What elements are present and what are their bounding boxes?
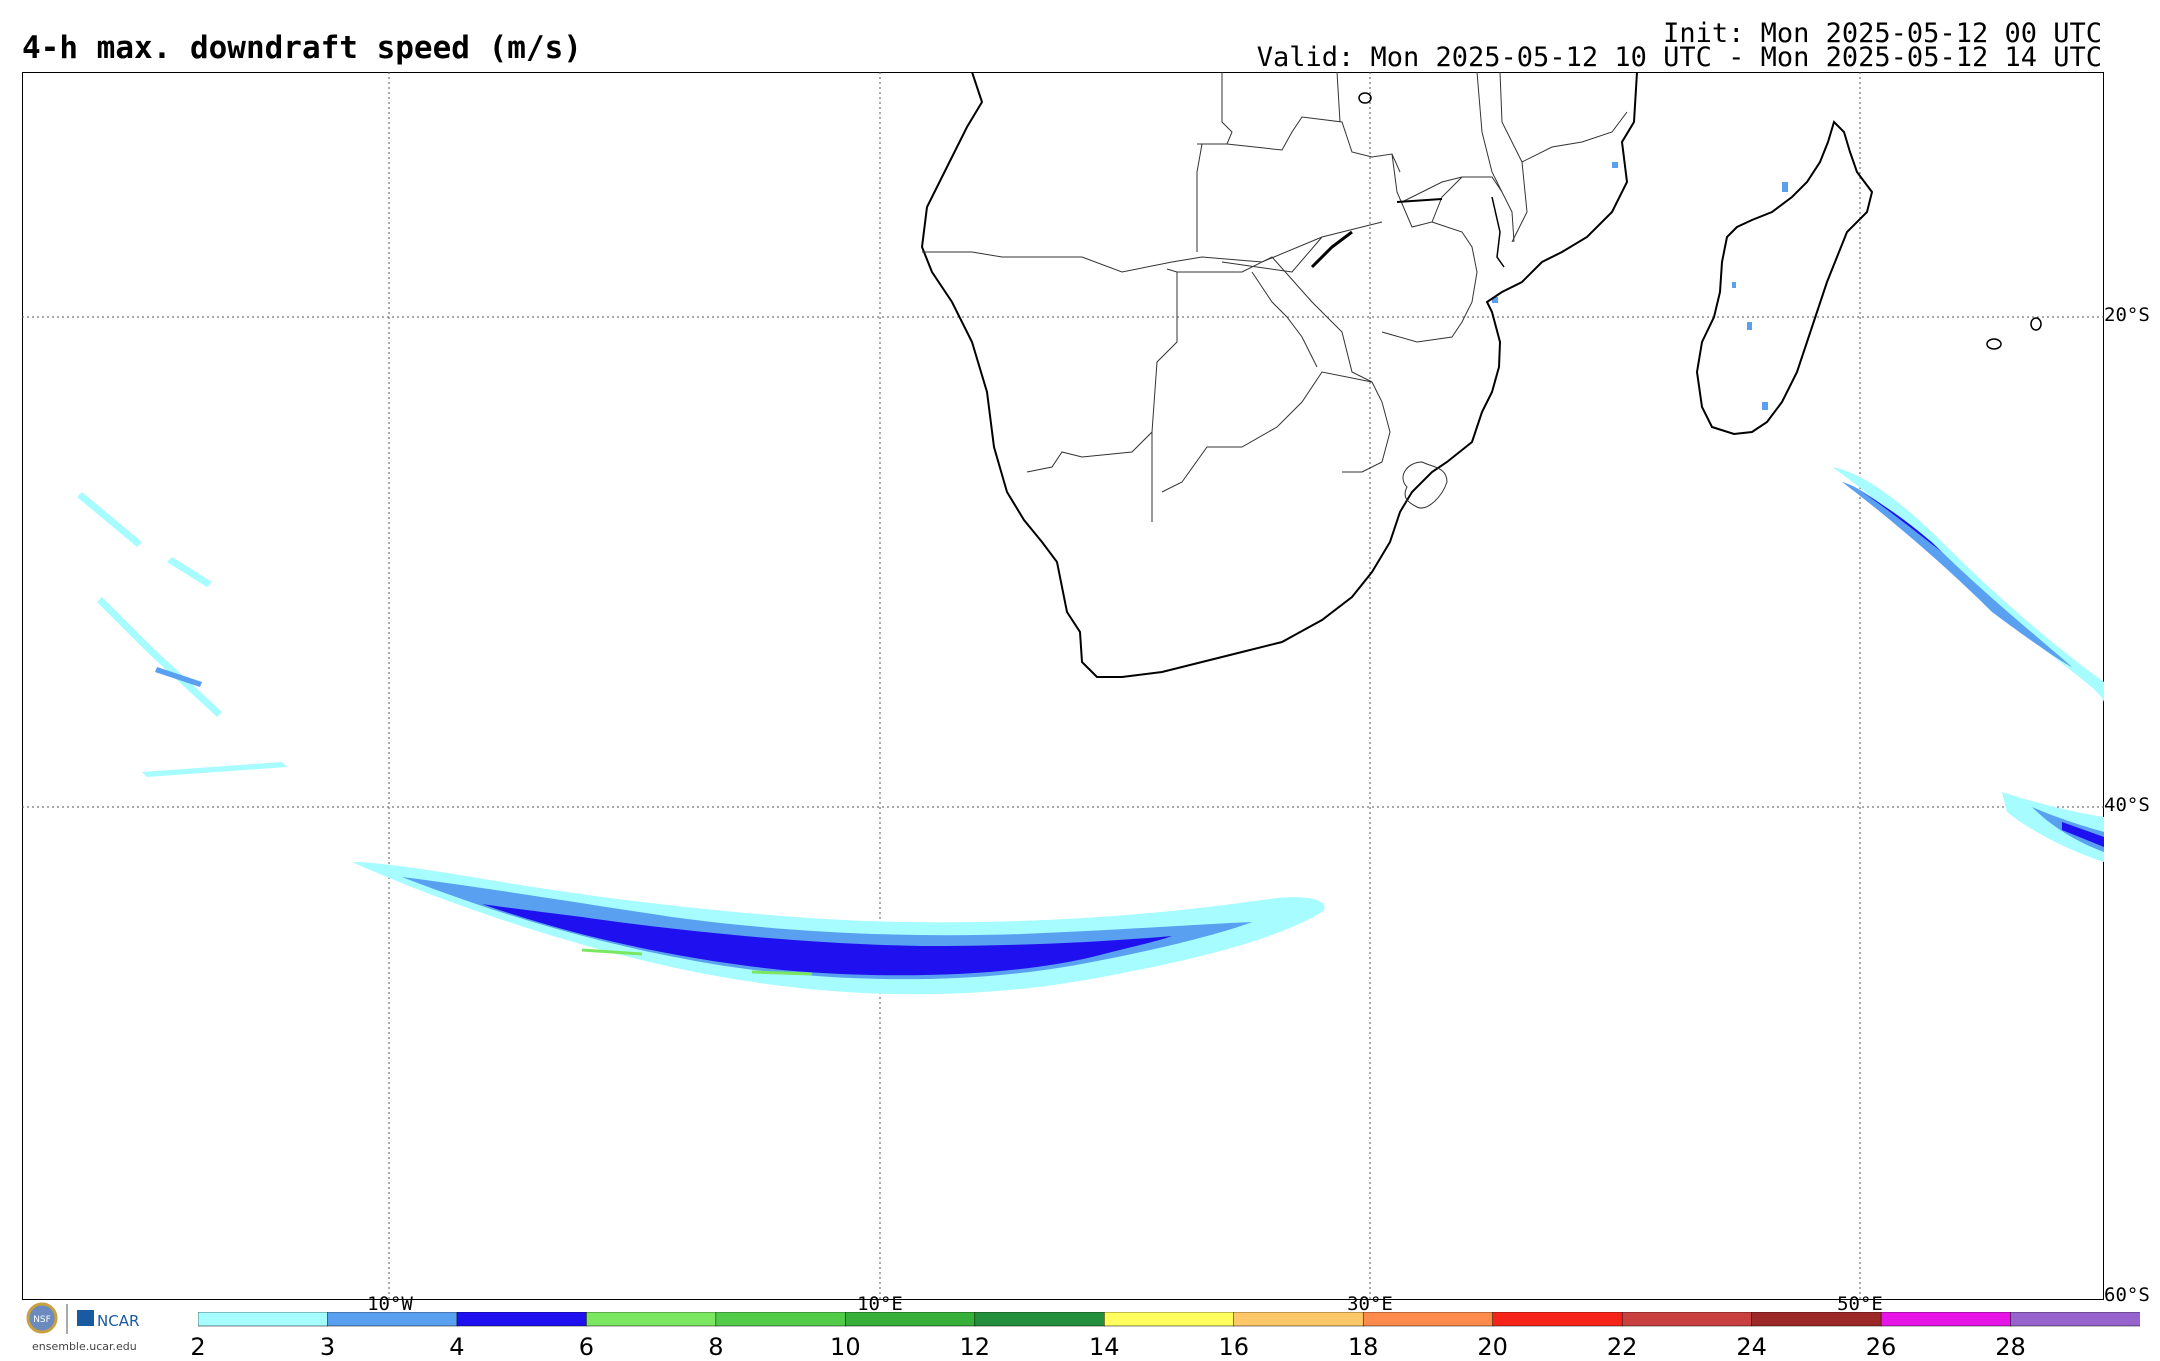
colorbar-swatch-9 xyxy=(1362,1312,1494,1327)
ncar-mark-icon xyxy=(77,1310,94,1326)
downdraft-band-south xyxy=(352,862,1325,995)
colorbar-tick-8: 8 xyxy=(708,1333,724,1361)
nsf-ncar-logo: NSF NCAR xyxy=(26,1302,139,1334)
colorbar-tick-24: 24 xyxy=(1736,1333,1767,1361)
colorbar-swatch-10 xyxy=(1492,1312,1623,1327)
colorbar-tick-2: 2 xyxy=(190,1333,206,1361)
colorbar-tick-12: 12 xyxy=(959,1333,991,1361)
map-panel xyxy=(22,72,2104,1300)
init-time: Init: Mon 2025-05-12 00 UTC xyxy=(1663,18,2102,49)
colorbar-swatch-5 xyxy=(845,1312,976,1327)
downdraft-speckles-land xyxy=(1492,162,1788,410)
colorbar-swatch-7 xyxy=(1104,1312,1235,1327)
colorbar-tick-16: 16 xyxy=(1218,1333,1249,1361)
colorbar-tick-20: 20 xyxy=(1477,1333,1508,1361)
country-borders xyxy=(922,72,1628,522)
colorbar-swatch-6 xyxy=(974,1312,1106,1327)
lon-label-10w: 10°W xyxy=(367,1293,413,1315)
lat-label-20s: 20°S xyxy=(2104,304,2150,326)
logo-url: ensemble.ucar.edu xyxy=(32,1340,137,1353)
colorbar-tick-4: 4 xyxy=(449,1333,465,1361)
colorbar-swatch-2 xyxy=(456,1312,588,1327)
colorbar-tick-10: 10 xyxy=(830,1333,861,1361)
lake-victoria-fragment xyxy=(1358,92,1372,104)
colorbar-tick-6: 6 xyxy=(578,1333,595,1361)
lon-label-10e: 10°E xyxy=(857,1293,903,1315)
lat-label-40s: 40°S xyxy=(2104,794,2150,816)
colorbar-swatch-12 xyxy=(1751,1312,1882,1327)
colorbar-swatch-14 xyxy=(2010,1312,2140,1327)
colorbar-tick-18: 18 xyxy=(1347,1333,1379,1361)
colorbar-tick-14: 14 xyxy=(1088,1333,1120,1361)
colorbar-swatch-1 xyxy=(327,1312,458,1327)
lat-label-60s: 60°S xyxy=(2104,1284,2150,1306)
colorbar-tick-28: 28 xyxy=(1995,1333,2026,1361)
colorbar-tick-26: 26 xyxy=(1865,1333,1897,1361)
nsf-seal-text: NSF xyxy=(33,1315,51,1325)
colorbar-swatch-13 xyxy=(1880,1312,2012,1327)
colorbar-swatch-3 xyxy=(586,1312,717,1327)
valid-time: Valid: Mon 2025-05-12 10 UTC - Mon 2025-… xyxy=(1256,42,2102,73)
mauritius-island xyxy=(2030,317,2042,331)
colorbar-tick-3: 3 xyxy=(319,1333,336,1361)
colorbar-tick-22: 22 xyxy=(1606,1333,1638,1361)
madagascar-coastline xyxy=(1695,120,1874,436)
colorbar-swatch-8 xyxy=(1233,1312,1364,1327)
colorbar-swatch-4 xyxy=(715,1312,847,1327)
ncar-wordmark: NCAR xyxy=(97,1312,139,1330)
colorbar-swatch-0 xyxy=(198,1312,329,1327)
downdraft-streaks-west xyxy=(77,492,287,777)
map-title: 4-h max. downdraft speed (m/s) xyxy=(22,30,582,66)
colorbar-swatch-11 xyxy=(1621,1312,1753,1327)
reunion-island xyxy=(1986,338,2002,350)
colorbar xyxy=(198,1312,2140,1327)
lon-label-30e: 30°E xyxy=(1347,1293,1393,1315)
downdraft-band-east xyxy=(1832,467,2104,862)
map-frame xyxy=(22,72,2104,1300)
lon-label-50e: 50°E xyxy=(1837,1293,1883,1315)
downdraft-streak-west-core xyxy=(155,667,202,687)
gridlines xyxy=(22,72,2104,1300)
nsf-seal-icon xyxy=(26,1302,58,1334)
africa-coastline xyxy=(920,72,1638,678)
